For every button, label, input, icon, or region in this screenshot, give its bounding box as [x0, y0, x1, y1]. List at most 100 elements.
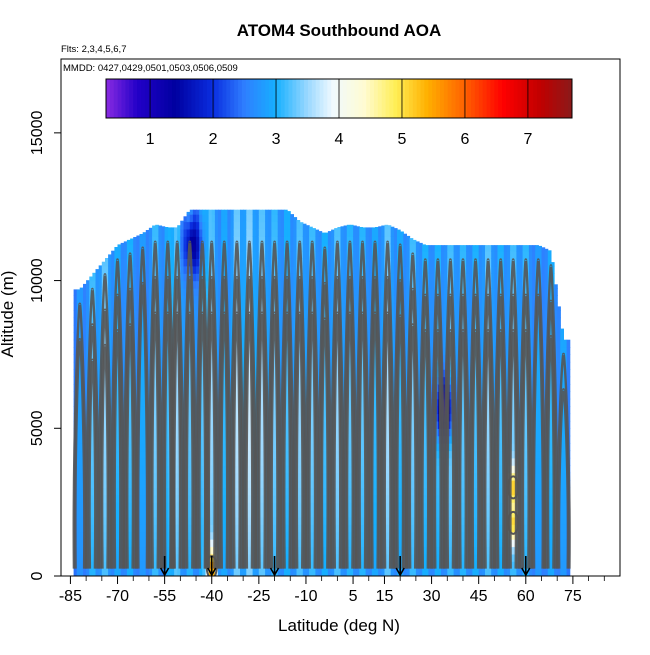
- heatmap-cell: [214, 280, 219, 289]
- heatmap-cell: [174, 546, 178, 555]
- heatmap-cell: [170, 302, 175, 311]
- heatmap-cell: [208, 457, 213, 466]
- heatmap-cell: [362, 228, 367, 237]
- heatmap-cell: [139, 457, 144, 466]
- heatmap-cell: [177, 568, 181, 576]
- heatmap-cell: [284, 487, 288, 496]
- heatmap-cell: [384, 435, 389, 444]
- heatmap-cell: [393, 228, 398, 237]
- heatmap-cell: [393, 236, 398, 245]
- heatmap-cell: [387, 225, 392, 230]
- heatmap-cell: [236, 228, 241, 237]
- heatmap-cell: [79, 494, 84, 503]
- heatmap-cell: [246, 465, 250, 474]
- heatmap-cell: [174, 435, 178, 444]
- heatmap-cell: [334, 531, 338, 540]
- heatmap-cell: [152, 457, 156, 466]
- heatmap-cell: [255, 265, 260, 274]
- heatmap-cell: [148, 273, 153, 282]
- heatmap-cell: [233, 531, 238, 540]
- heatmap-cell: [343, 310, 348, 319]
- heatmap-cell: [296, 236, 301, 245]
- heatmap-cell: [123, 251, 128, 259]
- heatmap-cell: [133, 339, 137, 348]
- heatmap-cell: [268, 273, 272, 282]
- heatmap-cell: [284, 236, 288, 245]
- heatmap-cell: [164, 450, 169, 459]
- heatmap-cell: [83, 354, 87, 363]
- heatmap-cell: [309, 516, 313, 525]
- heatmap-cell: [280, 265, 285, 274]
- heatmap-cell: [255, 243, 260, 252]
- heatmap-cell: [126, 480, 131, 488]
- heatmap-cell: [139, 428, 144, 437]
- heatmap-cell: [290, 273, 294, 282]
- heatmap-cell: [186, 539, 191, 548]
- heatmap-cell: [76, 568, 81, 576]
- heatmap-cell: [296, 480, 301, 488]
- heatmap-cell: [230, 251, 235, 259]
- heatmap-cell: [302, 317, 307, 326]
- heatmap-cell: [331, 288, 335, 296]
- heatmap-cell: [120, 280, 125, 289]
- heatmap-cell: [274, 228, 279, 237]
- heatmap-cell: [101, 531, 106, 540]
- heatmap-cell: [321, 428, 326, 437]
- heatmap-cell: [214, 243, 219, 252]
- heatmap-cell: [174, 457, 178, 466]
- heatmap-cell: [142, 450, 147, 459]
- heatmap-cell: [139, 234, 144, 237]
- heatmap-cell: [356, 243, 360, 252]
- heatmap-cell: [79, 487, 84, 496]
- heatmap-cell: [309, 568, 313, 576]
- heatmap-cell: [368, 295, 373, 304]
- heatmap-cell: [76, 561, 81, 570]
- heatmap-cell: [221, 502, 225, 511]
- heatmap-cell: [89, 487, 93, 496]
- heatmap-cell: [208, 561, 213, 570]
- heatmap-cell: [183, 243, 188, 252]
- heatmap-cell: [302, 280, 307, 289]
- heatmap-cell: [334, 465, 338, 474]
- heatmap-cell: [233, 539, 238, 548]
- heatmap-cell: [240, 258, 244, 267]
- heatmap-cell: [208, 516, 213, 525]
- heatmap-cell: [218, 310, 222, 319]
- heatmap-cell: [397, 457, 401, 466]
- heatmap-cell: [164, 472, 169, 481]
- heatmap-cell: [218, 214, 222, 223]
- heatmap-cell: [390, 288, 395, 296]
- heatmap-cell: [277, 568, 282, 576]
- heatmap-cell: [397, 524, 401, 533]
- heatmap-cell: [123, 317, 128, 326]
- heatmap-cell: [192, 273, 197, 282]
- heatmap-cell: [296, 487, 301, 496]
- heatmap-cell: [114, 251, 119, 259]
- heatmap-cell: [95, 347, 100, 355]
- heatmap-cell: [255, 209, 260, 215]
- heatmap-cell: [183, 273, 188, 282]
- heatmap-cell: [76, 553, 81, 562]
- heatmap-cell: [158, 280, 163, 289]
- heatmap-cell: [202, 228, 206, 237]
- heatmap-cell: [302, 273, 307, 282]
- heatmap-cell: [221, 516, 225, 525]
- heatmap-cell: [83, 310, 87, 319]
- heatmap-cell: [174, 531, 178, 540]
- heatmap-cell: [334, 228, 338, 237]
- heatmap-cell: [86, 288, 90, 296]
- heatmap-cell: [158, 225, 163, 230]
- heatmap-cell: [327, 251, 332, 259]
- heatmap-cell: [353, 243, 357, 252]
- heatmap-cell: [208, 228, 213, 237]
- heatmap-cell: [381, 258, 385, 267]
- heatmap-cell: [318, 243, 323, 252]
- heatmap-cell: [108, 288, 112, 296]
- heatmap-cell: [381, 310, 385, 319]
- heatmap-cell: [274, 214, 279, 223]
- heatmap-cell: [306, 265, 310, 274]
- heatmap-cell: [381, 236, 385, 245]
- heatmap-cell: [123, 265, 128, 274]
- heatmap-cell: [227, 280, 232, 289]
- heatmap-cell: [249, 236, 254, 245]
